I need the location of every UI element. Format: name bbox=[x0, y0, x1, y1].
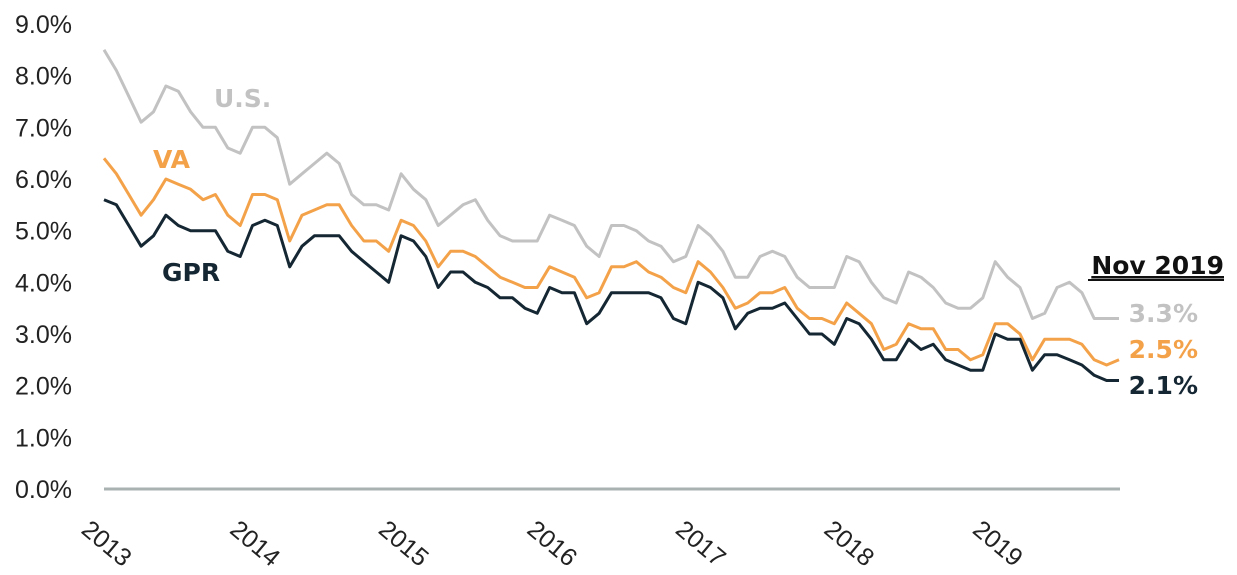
x-tick-label: 2017 bbox=[670, 515, 731, 572]
series-line-va bbox=[102, 157, 1120, 367]
date-label: Nov 2019 bbox=[1091, 251, 1224, 280]
y-tick-label: 0.0% bbox=[15, 476, 72, 504]
y-axis: 0.0% 1.0% 2.0% 3.0% 4.0% 5.0% 6.0% 7.0% 8.0% 9.0% bbox=[15, 11, 72, 504]
x-tick-label: 2013 bbox=[76, 515, 137, 572]
y-tick-label: 2.0% bbox=[15, 373, 72, 401]
series-label-gpr: GPR bbox=[162, 258, 220, 287]
y-tick-label: 7.0% bbox=[15, 114, 72, 142]
series-line-gpr bbox=[103, 198, 1119, 382]
series-label-va: VA bbox=[153, 145, 191, 174]
x-tick-label: 2015 bbox=[373, 515, 434, 572]
end-label-gpr: 2.1% bbox=[1129, 371, 1198, 400]
y-tick-label: 9.0% bbox=[15, 11, 72, 39]
series-label-us: U.S. bbox=[214, 84, 271, 113]
y-tick-label: 3.0% bbox=[15, 321, 72, 349]
x-tick-label: 2016 bbox=[522, 515, 583, 572]
x-tick-label: 2018 bbox=[819, 515, 880, 572]
y-tick-label: 1.0% bbox=[15, 424, 72, 452]
end-label-va: 2.5% bbox=[1129, 335, 1198, 364]
y-tick-label: 6.0% bbox=[15, 166, 72, 194]
y-tick-label: 4.0% bbox=[15, 269, 72, 297]
x-axis: 2013 2014 2015 2016 2017 2018 2019 bbox=[76, 515, 1028, 572]
x-tick-label: 2014 bbox=[225, 515, 286, 572]
end-label-us: 3.3% bbox=[1129, 299, 1198, 328]
series-lines bbox=[102, 49, 1120, 382]
y-tick-label: 5.0% bbox=[15, 218, 72, 246]
series-line-us bbox=[102, 49, 1119, 320]
y-tick-label: 8.0% bbox=[15, 63, 72, 91]
x-tick-label: 2019 bbox=[967, 515, 1028, 572]
